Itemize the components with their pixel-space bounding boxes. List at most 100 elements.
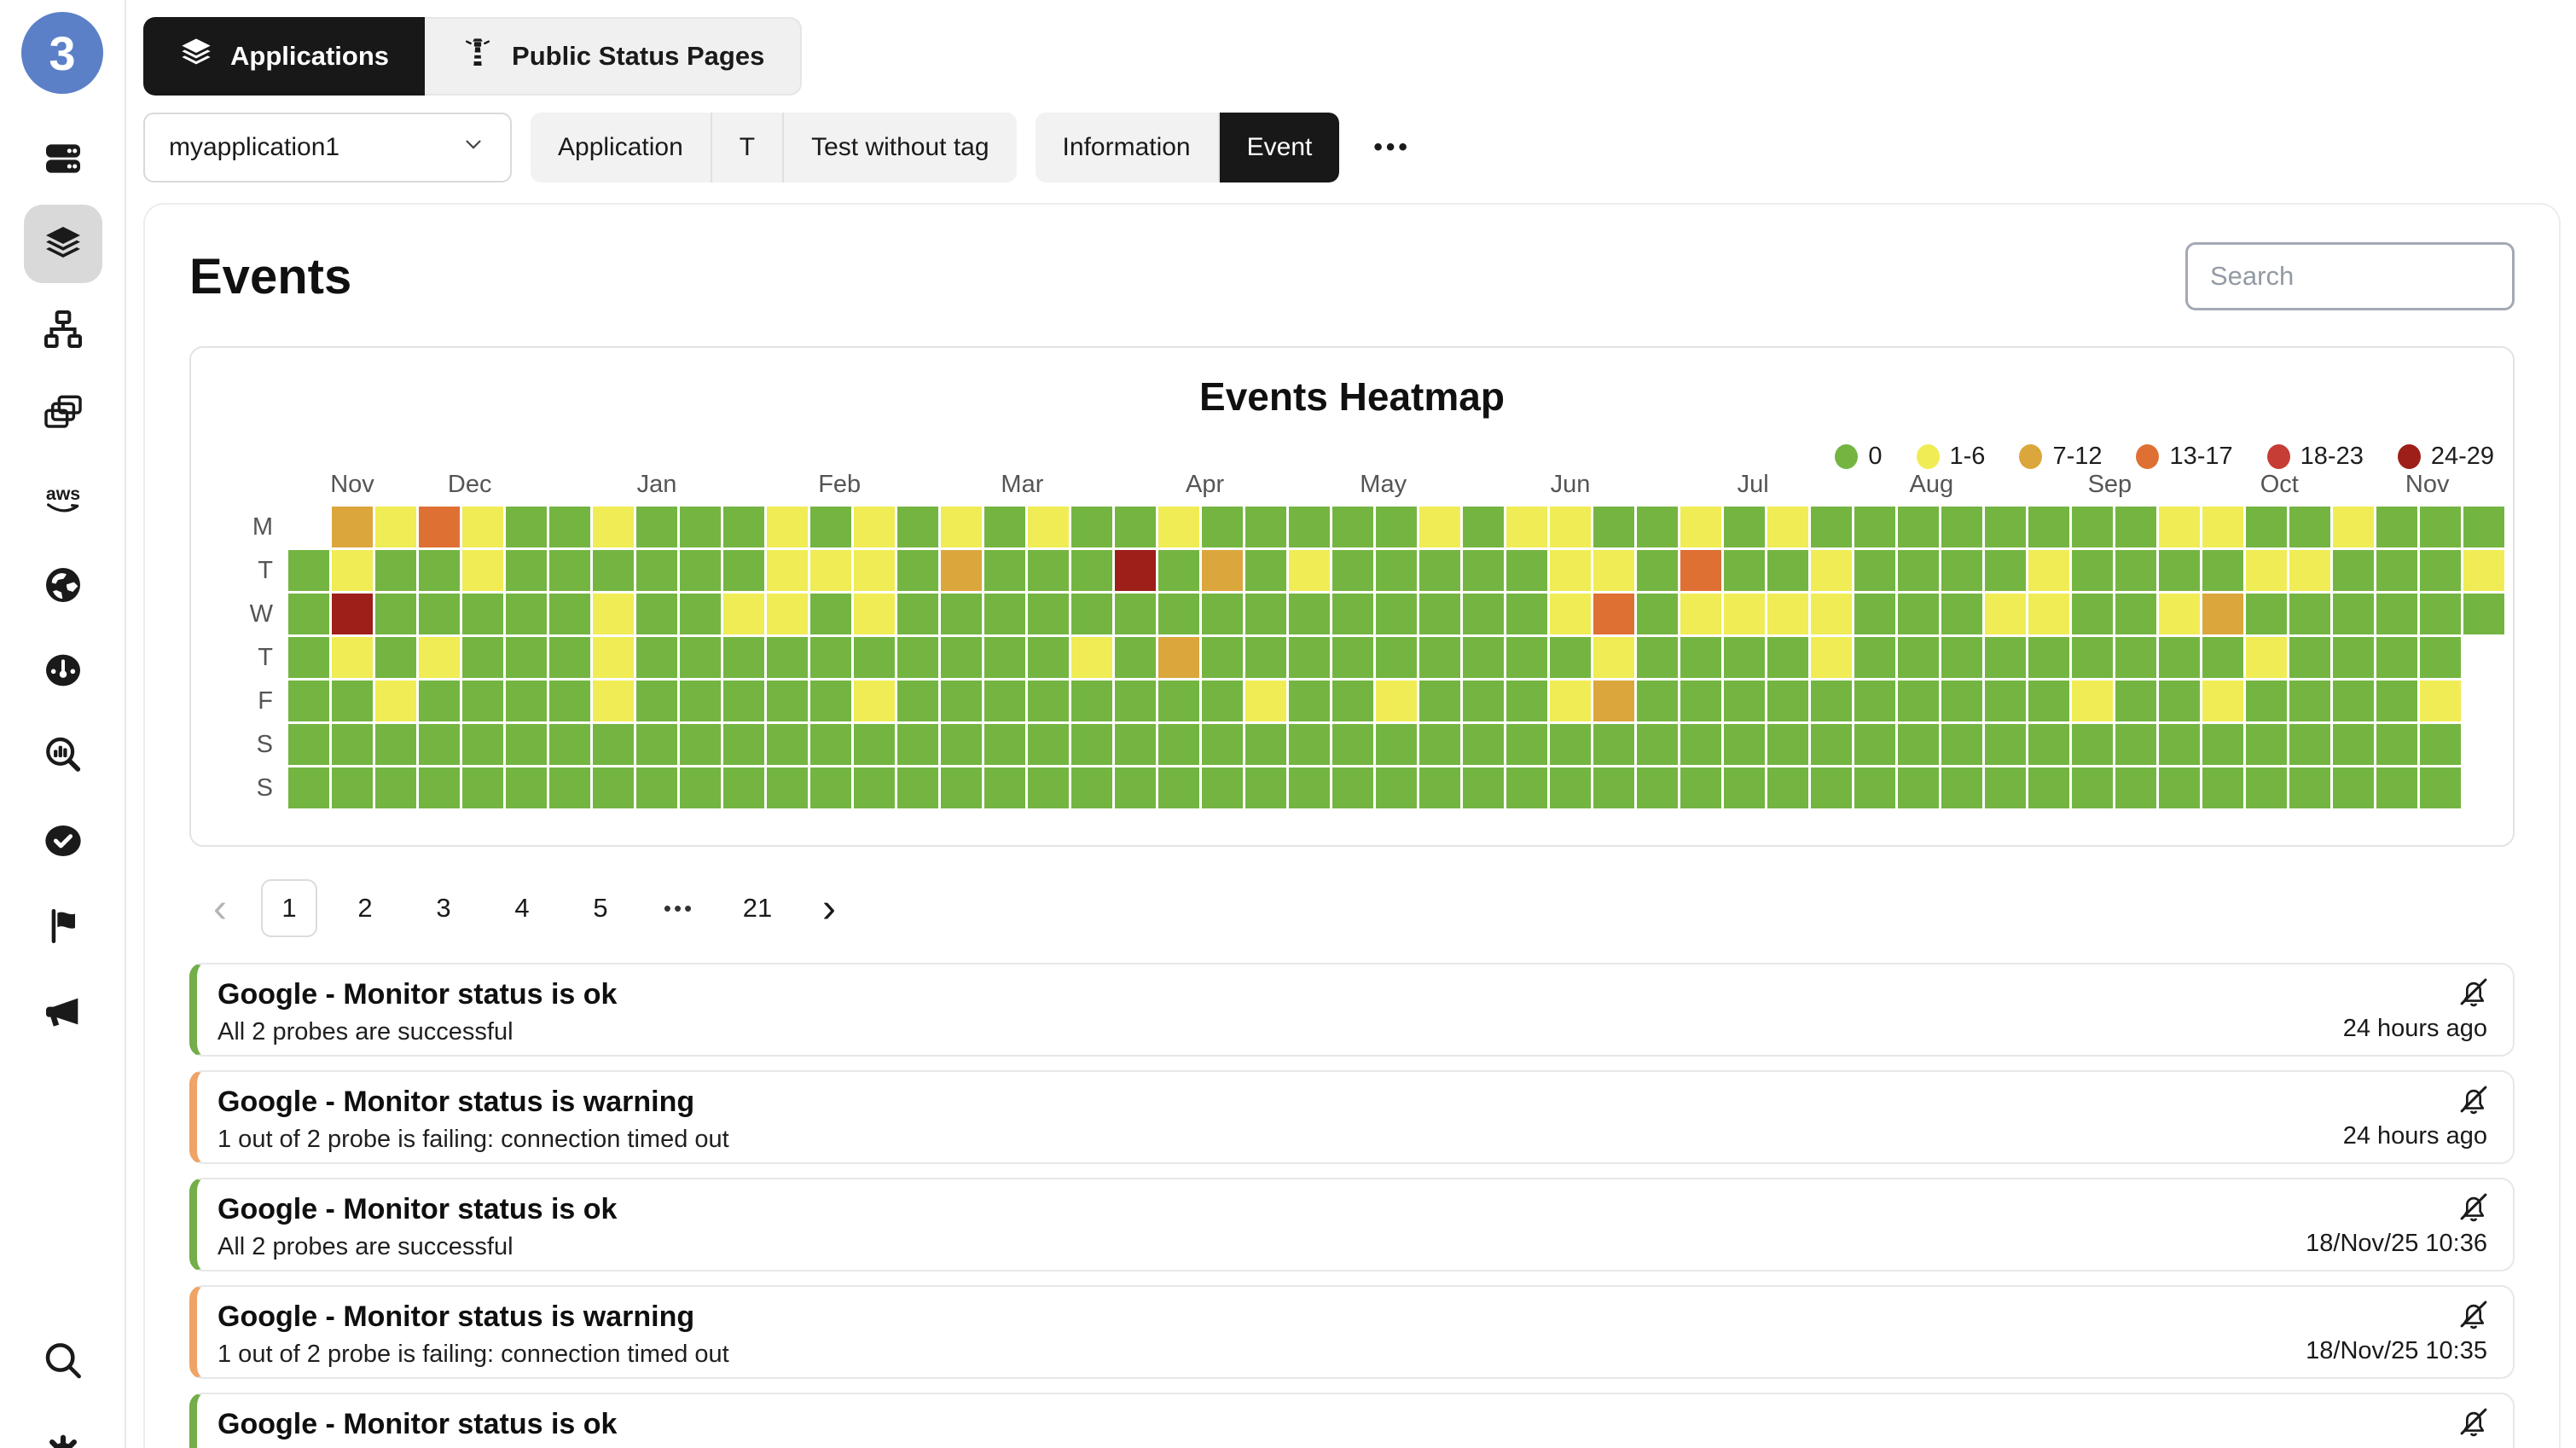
heatmap-cell[interactable] — [984, 507, 1025, 547]
heatmap-cell[interactable] — [2202, 594, 2243, 634]
heatmap-cell[interactable] — [984, 637, 1025, 678]
heatmap-cell[interactable] — [462, 594, 503, 634]
heatmap-cell[interactable] — [2072, 507, 2113, 547]
heatmap-cell[interactable] — [593, 594, 634, 634]
heatmap-cell[interactable] — [1985, 507, 2026, 547]
heatmap-cell[interactable] — [1376, 507, 1417, 547]
heatmap-cell[interactable] — [1898, 594, 1939, 634]
bell-off-icon[interactable] — [2457, 1082, 2491, 1116]
heatmap-cell[interactable] — [1767, 681, 1808, 721]
bell-off-icon[interactable] — [2457, 1190, 2491, 1224]
tag-tab-application[interactable]: Application — [531, 113, 712, 182]
heatmap-cell[interactable] — [2376, 550, 2417, 591]
heatmap-cell[interactable] — [1898, 724, 1939, 765]
heatmap-cell[interactable] — [2289, 767, 2330, 808]
heatmap-cell[interactable] — [2115, 594, 2156, 634]
heatmap-cell[interactable] — [375, 637, 416, 678]
heatmap-cell[interactable] — [419, 594, 460, 634]
heatmap-cell[interactable] — [288, 550, 329, 591]
heatmap-cell[interactable] — [1245, 594, 1286, 634]
heatmap-cell[interactable] — [1898, 767, 1939, 808]
heatmap-cell[interactable] — [2246, 637, 2287, 678]
heatmap-cell[interactable] — [1245, 724, 1286, 765]
heatmap-cell[interactable] — [1811, 550, 1852, 591]
pagination-page-21[interactable]: 21 — [742, 893, 773, 923]
heatmap-cell[interactable] — [1941, 594, 1982, 634]
pagination-page-1[interactable]: 1 — [261, 879, 317, 937]
heatmap-cell[interactable] — [1028, 681, 1069, 721]
heatmap-cell[interactable] — [1289, 681, 1330, 721]
sidebar-item-chart-magnifier[interactable] — [0, 713, 126, 798]
heatmap-cell[interactable] — [375, 594, 416, 634]
heatmap-cell[interactable] — [2159, 724, 2200, 765]
event-card-warning[interactable]: Google - Monitor status is warning 1 out … — [189, 1070, 2515, 1164]
heatmap-cell[interactable] — [1941, 507, 1982, 547]
pagination-next-button[interactable]: › — [822, 885, 836, 931]
heatmap-cell[interactable] — [1071, 637, 1112, 678]
heatmap-cell[interactable] — [723, 594, 764, 634]
heatmap-cell[interactable] — [419, 637, 460, 678]
heatmap-cell[interactable] — [984, 594, 1025, 634]
heatmap-cell[interactable] — [2115, 507, 2156, 547]
heatmap-cell[interactable] — [1158, 681, 1199, 721]
heatmap-cell[interactable] — [1115, 767, 1156, 808]
heatmap-cell[interactable] — [1332, 550, 1373, 591]
heatmap-cell[interactable] — [549, 767, 590, 808]
heatmap-cell[interactable] — [723, 637, 764, 678]
heatmap-cell[interactable] — [1332, 767, 1373, 808]
sidebar-item-servers[interactable] — [0, 116, 126, 201]
sidebar-item-frames[interactable] — [0, 372, 126, 457]
heatmap-cell[interactable] — [1854, 681, 1895, 721]
heatmap-cell[interactable] — [2072, 550, 2113, 591]
heatmap-cell[interactable] — [636, 507, 677, 547]
heatmap-cell[interactable] — [636, 594, 677, 634]
heatmap-cell[interactable] — [2072, 594, 2113, 634]
heatmap-cell[interactable] — [2115, 681, 2156, 721]
heatmap-cell[interactable] — [2028, 681, 2069, 721]
heatmap-cell[interactable] — [506, 681, 547, 721]
heatmap-cell[interactable] — [332, 767, 373, 808]
heatmap-cell[interactable] — [810, 507, 851, 547]
heatmap-cell[interactable] — [2376, 637, 2417, 678]
heatmap-cell[interactable] — [1202, 724, 1243, 765]
heatmap-cell[interactable] — [984, 550, 1025, 591]
heatmap-cell[interactable] — [1724, 550, 1765, 591]
heatmap-cell[interactable] — [288, 594, 329, 634]
heatmap-cell[interactable] — [1463, 550, 1504, 591]
heatmap-cell[interactable] — [288, 681, 329, 721]
heatmap-cell[interactable] — [636, 681, 677, 721]
heatmap-cell[interactable] — [1202, 594, 1243, 634]
heatmap-cell[interactable] — [2463, 507, 2504, 547]
heatmap-cell[interactable] — [1028, 550, 1069, 591]
heatmap-cell[interactable] — [1158, 637, 1199, 678]
heatmap-cell[interactable] — [897, 681, 938, 721]
sidebar-item-network[interactable] — [0, 287, 126, 372]
heatmap-cell[interactable] — [2028, 724, 2069, 765]
heatmap-cell[interactable] — [593, 507, 634, 547]
heatmap-cell[interactable] — [2115, 637, 2156, 678]
heatmap-cell[interactable] — [2028, 550, 2069, 591]
heatmap-cell[interactable] — [1419, 681, 1460, 721]
heatmap-cell[interactable] — [462, 507, 503, 547]
heatmap-cell[interactable] — [1419, 594, 1460, 634]
heatmap-cell[interactable] — [2333, 550, 2374, 591]
heatmap-cell[interactable] — [593, 767, 634, 808]
heatmap-cell[interactable] — [854, 767, 895, 808]
heatmap-cell[interactable] — [636, 550, 677, 591]
pagination-page-3[interactable]: 3 — [436, 893, 451, 923]
heatmap-cell[interactable] — [680, 550, 721, 591]
heatmap-cell[interactable] — [375, 507, 416, 547]
heatmap-cell[interactable] — [1419, 550, 1460, 591]
heatmap-cell[interactable] — [1419, 767, 1460, 808]
heatmap-cell[interactable] — [2289, 681, 2330, 721]
heatmap-cell[interactable] — [1593, 507, 1634, 547]
heatmap-cell[interactable] — [1550, 724, 1591, 765]
heatmap-cell[interactable] — [1463, 767, 1504, 808]
heatmap-cell[interactable] — [1854, 637, 1895, 678]
heatmap-cell[interactable] — [767, 724, 808, 765]
heatmap-cell[interactable] — [332, 550, 373, 591]
heatmap-cell[interactable] — [2376, 594, 2417, 634]
pagination-page-2[interactable]: 2 — [357, 893, 373, 923]
heatmap-cell[interactable] — [1289, 767, 1330, 808]
sidebar-item-gear[interactable] — [0, 1410, 126, 1448]
